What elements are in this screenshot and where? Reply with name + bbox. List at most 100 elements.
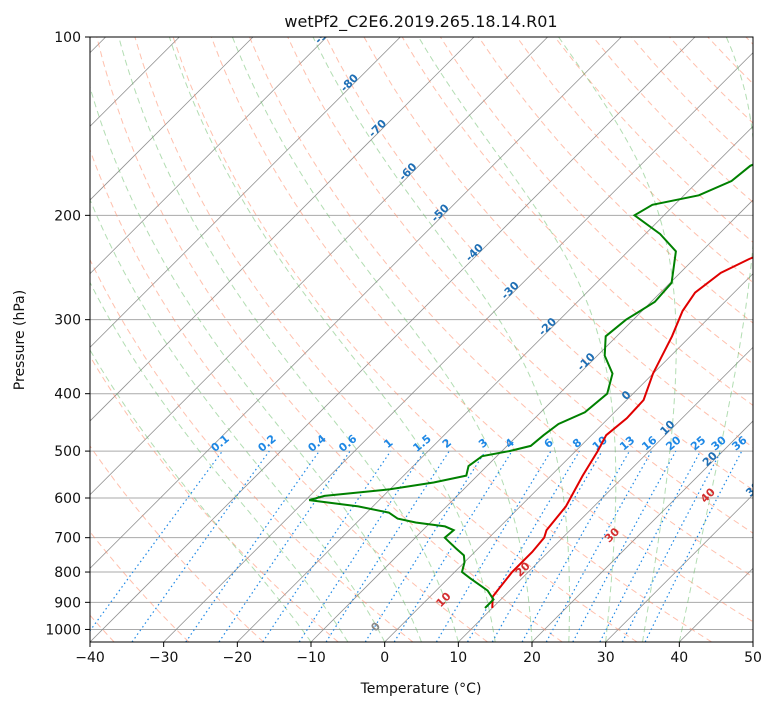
mixing-ratio-line — [262, 450, 392, 642]
dry-adiabat-line — [90, 258, 414, 642]
dry-adiabat-line — [90, 148, 488, 642]
isotherm-line — [90, 37, 327, 275]
chart-title: wetPf2_C2E6.2019.265.18.14.R01 — [284, 12, 557, 32]
dry-adiabat-label: -10 — [575, 350, 598, 373]
dry-adiabat-label: -40 — [463, 241, 486, 264]
mixing-ratio-label: 6 — [542, 436, 556, 451]
moist-adiabat-line — [231, 37, 533, 642]
y-axis-label: Pressure (hPa) — [12, 290, 28, 390]
isotherm-line — [90, 37, 696, 642]
dewpoint-profile-line — [308, 163, 753, 609]
moist-adiabat-label: 40 — [698, 485, 718, 505]
dry-adiabat-line — [249, 37, 753, 578]
isotherm-line — [90, 37, 401, 348]
moist-adiabat-line — [90, 198, 386, 642]
isotherm-line — [605, 494, 753, 642]
y-tick-label: 100 — [54, 30, 81, 46]
dry-adiabat-label: 30 — [743, 479, 763, 499]
y-tick-label: 700 — [54, 531, 81, 547]
moist-adiabat-line — [168, 37, 496, 642]
x-tick-label: 10 — [449, 650, 467, 666]
dry-adiabat-line — [439, 37, 753, 365]
mixing-ratio-label: 36 — [730, 433, 750, 453]
mixing-ratio-label: 2 — [440, 436, 454, 451]
dry-adiabat-label: -90 — [312, 23, 335, 46]
mixing-ratio-line — [298, 450, 425, 642]
moist-adiabat-line — [678, 37, 753, 642]
mixing-ratio-label: 25 — [688, 434, 708, 454]
moist-adiabat-line — [418, 37, 617, 642]
isotherm-line — [384, 273, 753, 642]
dry-adiabat-label: -50 — [429, 201, 452, 224]
dry-adiabat-line — [96, 37, 563, 642]
moist-adiabat-line — [90, 281, 349, 642]
mixing-ratio-line — [466, 450, 580, 642]
isotherm-lines — [90, 37, 753, 642]
mixing-ratio-label: 3 — [476, 436, 490, 451]
x-axis-label: Temperature (°C) — [360, 681, 482, 697]
mixing-ratio-label: 16 — [639, 433, 659, 453]
dry-adiabat-line — [707, 37, 753, 85]
dry-adiabat-line — [554, 37, 753, 243]
isotherm-line — [237, 125, 753, 642]
y-tick-label: 300 — [54, 313, 81, 329]
moist-adiabat-label: 10 — [434, 590, 454, 610]
mixing-ratio-line — [599, 450, 702, 642]
mixing-ratio-line — [90, 450, 223, 632]
mixing-ratio-line — [364, 450, 486, 642]
mixing-ratio-line — [545, 450, 653, 642]
mixing-ratio-label: 8 — [570, 436, 584, 451]
isopleth-labels: 0.1 0.2 0.4 0.6 1 1.5 2 3 4 6 8 10 13 16 20 25 30 36-90-8… — [209, 23, 763, 634]
isotherm-line — [163, 52, 753, 642]
x-tick-label: 30 — [597, 650, 615, 666]
mixing-ratio-line — [325, 450, 450, 642]
mixing-ratio-line — [218, 450, 351, 642]
x-axis-ticks: −40 −30 −20 −10 0 10 20 30 40 50 — [75, 642, 762, 666]
isotherm-line — [90, 37, 475, 422]
dry-adiabat-line — [134, 37, 638, 642]
isotherm-line — [90, 37, 548, 496]
mixing-ratio-line — [393, 450, 513, 642]
dry-adiabat-label: -70 — [366, 117, 389, 140]
moist-adiabat-lines — [90, 37, 753, 642]
mixing-ratio-label: 13 — [617, 434, 637, 454]
moist-adiabat-label: 30 — [602, 525, 622, 545]
x-tick-label: 50 — [744, 650, 762, 666]
moist-adiabat-line — [558, 37, 677, 642]
moist-adiabat-label: 0 — [368, 619, 383, 634]
isotherm-line — [90, 37, 622, 569]
dry-adiabat-line — [592, 37, 753, 203]
y-tick-label: 500 — [54, 444, 81, 460]
y-tick-label: 400 — [54, 387, 81, 403]
x-tick-label: 20 — [523, 650, 541, 666]
y-tick-label: 800 — [54, 565, 81, 581]
mixing-ratio-line — [435, 450, 552, 642]
isotherm-line — [752, 641, 753, 642]
y-tick-label: 200 — [54, 208, 81, 224]
x-tick-label: −10 — [296, 650, 326, 666]
mixing-ratio-line — [572, 450, 677, 642]
moist-adiabat-line — [90, 85, 422, 642]
x-tick-label: −20 — [223, 650, 253, 666]
y-tick-label: 1000 — [45, 622, 81, 638]
moist-adiabat-line — [118, 37, 459, 642]
dry-adiabat-line — [172, 37, 712, 642]
dry-adiabat-line — [325, 37, 753, 491]
y-tick-label: 600 — [54, 491, 81, 507]
dry-adiabat-line — [90, 445, 264, 642]
dry-adiabat-line — [90, 531, 190, 642]
dry-adiabat-line — [516, 37, 753, 284]
mixing-ratio-line — [185, 450, 320, 642]
moist-adiabat-line — [90, 349, 312, 642]
x-tick-label: −30 — [149, 650, 179, 666]
isotherm-line — [458, 346, 753, 642]
y-axis-ticks: 100 200 300 400 500 600 700 800 900 1000 — [45, 30, 90, 638]
mixing-ratio-line — [644, 450, 743, 642]
isotherm-line — [679, 567, 753, 642]
x-tick-label: 0 — [380, 650, 389, 666]
x-tick-label: 40 — [670, 650, 688, 666]
dry-adiabat-label: -60 — [396, 160, 419, 183]
dry-adiabat-line — [669, 37, 753, 124]
mixing-ratio-line — [131, 450, 270, 642]
